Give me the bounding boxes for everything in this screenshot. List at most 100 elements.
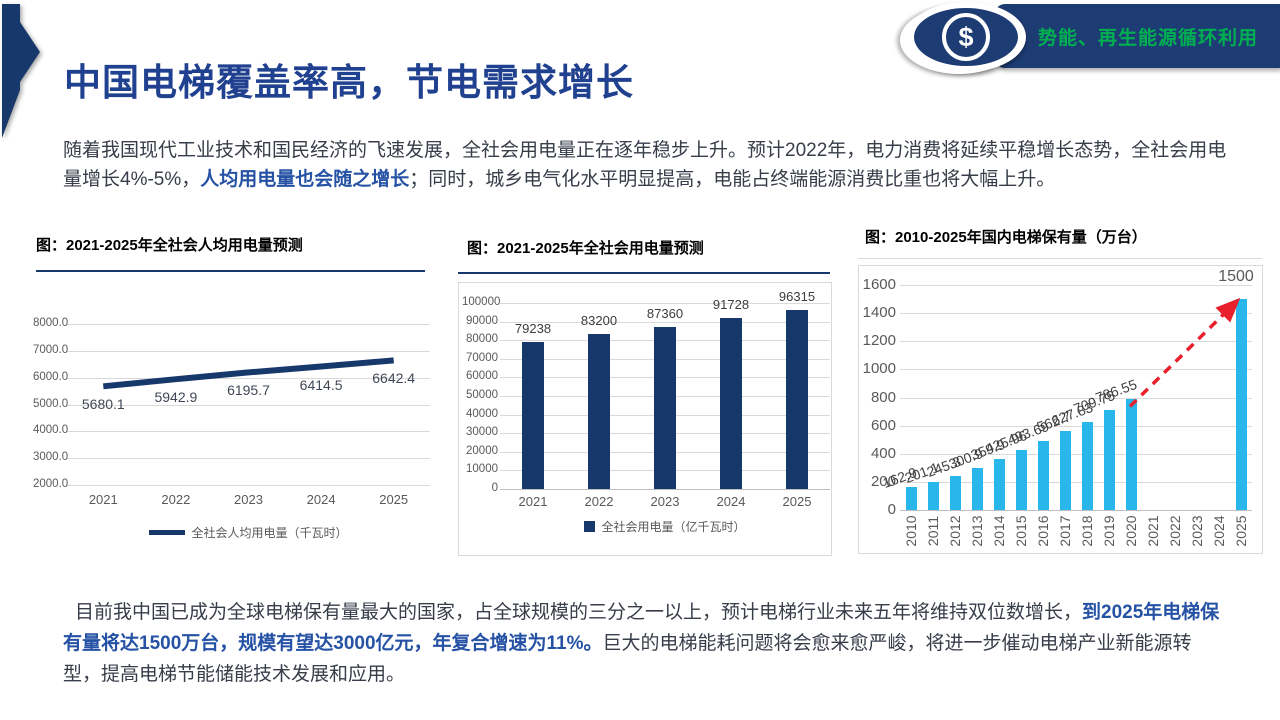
y-tick-label: 40000 (466, 407, 498, 420)
summary-text-1: 目前我中国已成为全球电梯保有量最大的国家，占全球规模的三分之一以上，预计电梯行业… (75, 602, 1083, 623)
dollar-coin-inner: $ (914, 8, 1018, 66)
y-tick-label: 1600 (862, 276, 896, 293)
chart-legend: 全社会人均用电量（千瓦时） (67, 524, 430, 541)
data-label: 83200 (580, 313, 618, 329)
energy-badge: 势能、再生能源循环利用 (995, 4, 1280, 68)
y-tick-label: 3000.0 (33, 451, 69, 464)
dollar-coin-ring: $ (942, 13, 990, 61)
x-tick-label: 2021 (518, 494, 548, 509)
x-tick-label: 2021 (88, 492, 118, 507)
y-tick-label: 50000 (466, 389, 498, 401)
bar (1081, 421, 1093, 510)
chart-title: 图：2021-2025年全社会人均用电量预测 (36, 237, 303, 254)
y-tick-label: 6000.0 (33, 370, 69, 383)
x-tick-label: 2013 (969, 515, 985, 547)
y-tick-label: 70000 (466, 351, 498, 364)
dollar-symbol: $ (958, 21, 974, 52)
gridline (900, 453, 1252, 455)
page-title: 中国电梯覆盖率高，节电需求增长 (64, 62, 634, 103)
y-tick-label: 1400 (862, 304, 896, 322)
y-tick-label: 4000.0 (33, 424, 69, 437)
data-label: 87360 (646, 305, 684, 321)
y-tick-label: 30000 (466, 426, 498, 439)
data-label: 91728 (712, 297, 750, 313)
bar (971, 467, 983, 510)
dollar-coin-icon: $ (906, 2, 1026, 72)
legend-label: 全社会用电量（亿千瓦时） (601, 520, 746, 534)
y-tick-label: 8000.0 (33, 317, 69, 329)
y-tick-label: 400 (870, 444, 896, 462)
intro-text-2: ；同时，城乡电气化水平明显提高，电能占终端能源消费比重也将大幅上升。 (409, 169, 1056, 190)
chart-title: 图：2010-2025年国内电梯保有量（万台） (865, 229, 1147, 246)
gridline (67, 458, 430, 460)
annotation-label: 1500 (1218, 268, 1254, 286)
bar (786, 309, 808, 489)
y-tick-label: 80000 (466, 333, 498, 346)
title-underline (36, 270, 425, 272)
gridline (67, 404, 430, 406)
x-tick-label: 2022 (584, 494, 614, 509)
gridline (900, 341, 1252, 343)
x-tick-label: 2010 (903, 515, 919, 547)
y-tick-label: 0 (491, 482, 498, 494)
badge-label: 势能、再生能源循环利用 (1037, 27, 1258, 49)
x-tick-label: 2020 (1123, 515, 1139, 547)
chart-legend: 全社会用电量（亿千瓦时） (500, 518, 830, 535)
data-label: 79238 (514, 320, 552, 336)
x-tick-label: 2023 (650, 494, 680, 509)
legend-line-marker (149, 530, 186, 535)
bar (522, 341, 544, 489)
x-tick-label: 2021 (1145, 515, 1161, 547)
data-label: 6195.7 (227, 382, 270, 399)
summary-highlight: 到2025年电梯保有量将达1500万台，规模有望达3000亿元，年复合增速为11… (63, 602, 1220, 654)
bar (949, 475, 961, 510)
y-tick-label: 2000.0 (33, 478, 69, 490)
y-tick-label: 90000 (466, 314, 498, 327)
x-tick-label: 2022 (1167, 515, 1183, 547)
x-tick-label: 2022 (161, 492, 191, 507)
gridline (900, 397, 1252, 399)
chart-title: 图：2021-2025年全社会用电量预测 (467, 240, 704, 257)
y-tick-label: 1200 (862, 332, 896, 350)
y-tick-label: 0 (887, 501, 896, 518)
x-tick-label: 2024 (716, 494, 746, 509)
bar (927, 481, 939, 510)
gridline (67, 431, 430, 433)
bar (905, 487, 917, 510)
bar (1059, 430, 1071, 510)
chart-elevator-stock: 图：2010-2025年国内电梯保有量（万台） 1600 1400 1200 1000… (858, 218, 1263, 565)
y-tick-label: 800 (870, 388, 896, 406)
x-tick-label: 2024 (1211, 515, 1227, 547)
gridline (900, 285, 1252, 286)
y-tick-label: 1000 (862, 360, 896, 378)
bar (1235, 299, 1247, 510)
data-label: 5680.1 (81, 396, 125, 413)
x-tick-label: 2025 (782, 494, 812, 509)
legend-square-marker (584, 521, 596, 532)
bar (1015, 450, 1027, 510)
x-tick-label: 2014 (991, 515, 1007, 547)
summary-text-2: 巨大的电梯能耗问题将会愈来愈严峻，将进一步催动电梯产业新能源转型，提高电梯节能储… (63, 633, 1192, 685)
chart-per-capita-electricity: 图：2021-2025年全社会人均用电量预测 8000.0 7000.0 6000.… (33, 230, 440, 565)
summary-paragraph: 目前我中国已成为全球电梯保有量最大的国家，占全球规模的三分之一以上，预计电梯行业… (63, 597, 1228, 690)
gridline (900, 510, 1252, 511)
x-tick-label: 2019 (1101, 515, 1117, 547)
intro-highlight: 人均用电量也会随之增长 (200, 169, 410, 190)
y-tick-label: 5000.0 (33, 397, 69, 410)
data-label: 6414.5 (299, 376, 343, 393)
x-tick-label: 2011 (925, 515, 941, 547)
chart-total-electricity: 图：2021-2025年全社会用电量预测 100000 90000 80000 700… (458, 230, 832, 565)
x-tick-label: 2024 (306, 492, 336, 507)
bar (1037, 440, 1049, 510)
x-tick-label: 2023 (234, 492, 263, 507)
y-tick-label: 20000 (466, 444, 498, 457)
data-label: 96315 (778, 288, 816, 304)
title-underline (858, 258, 1262, 259)
gridline (900, 425, 1252, 427)
y-tick-label: 7000.0 (33, 343, 69, 356)
bar (993, 459, 1005, 510)
gridline (500, 303, 830, 304)
x-tick-label: 2018 (1079, 515, 1095, 547)
bar (1103, 410, 1115, 510)
